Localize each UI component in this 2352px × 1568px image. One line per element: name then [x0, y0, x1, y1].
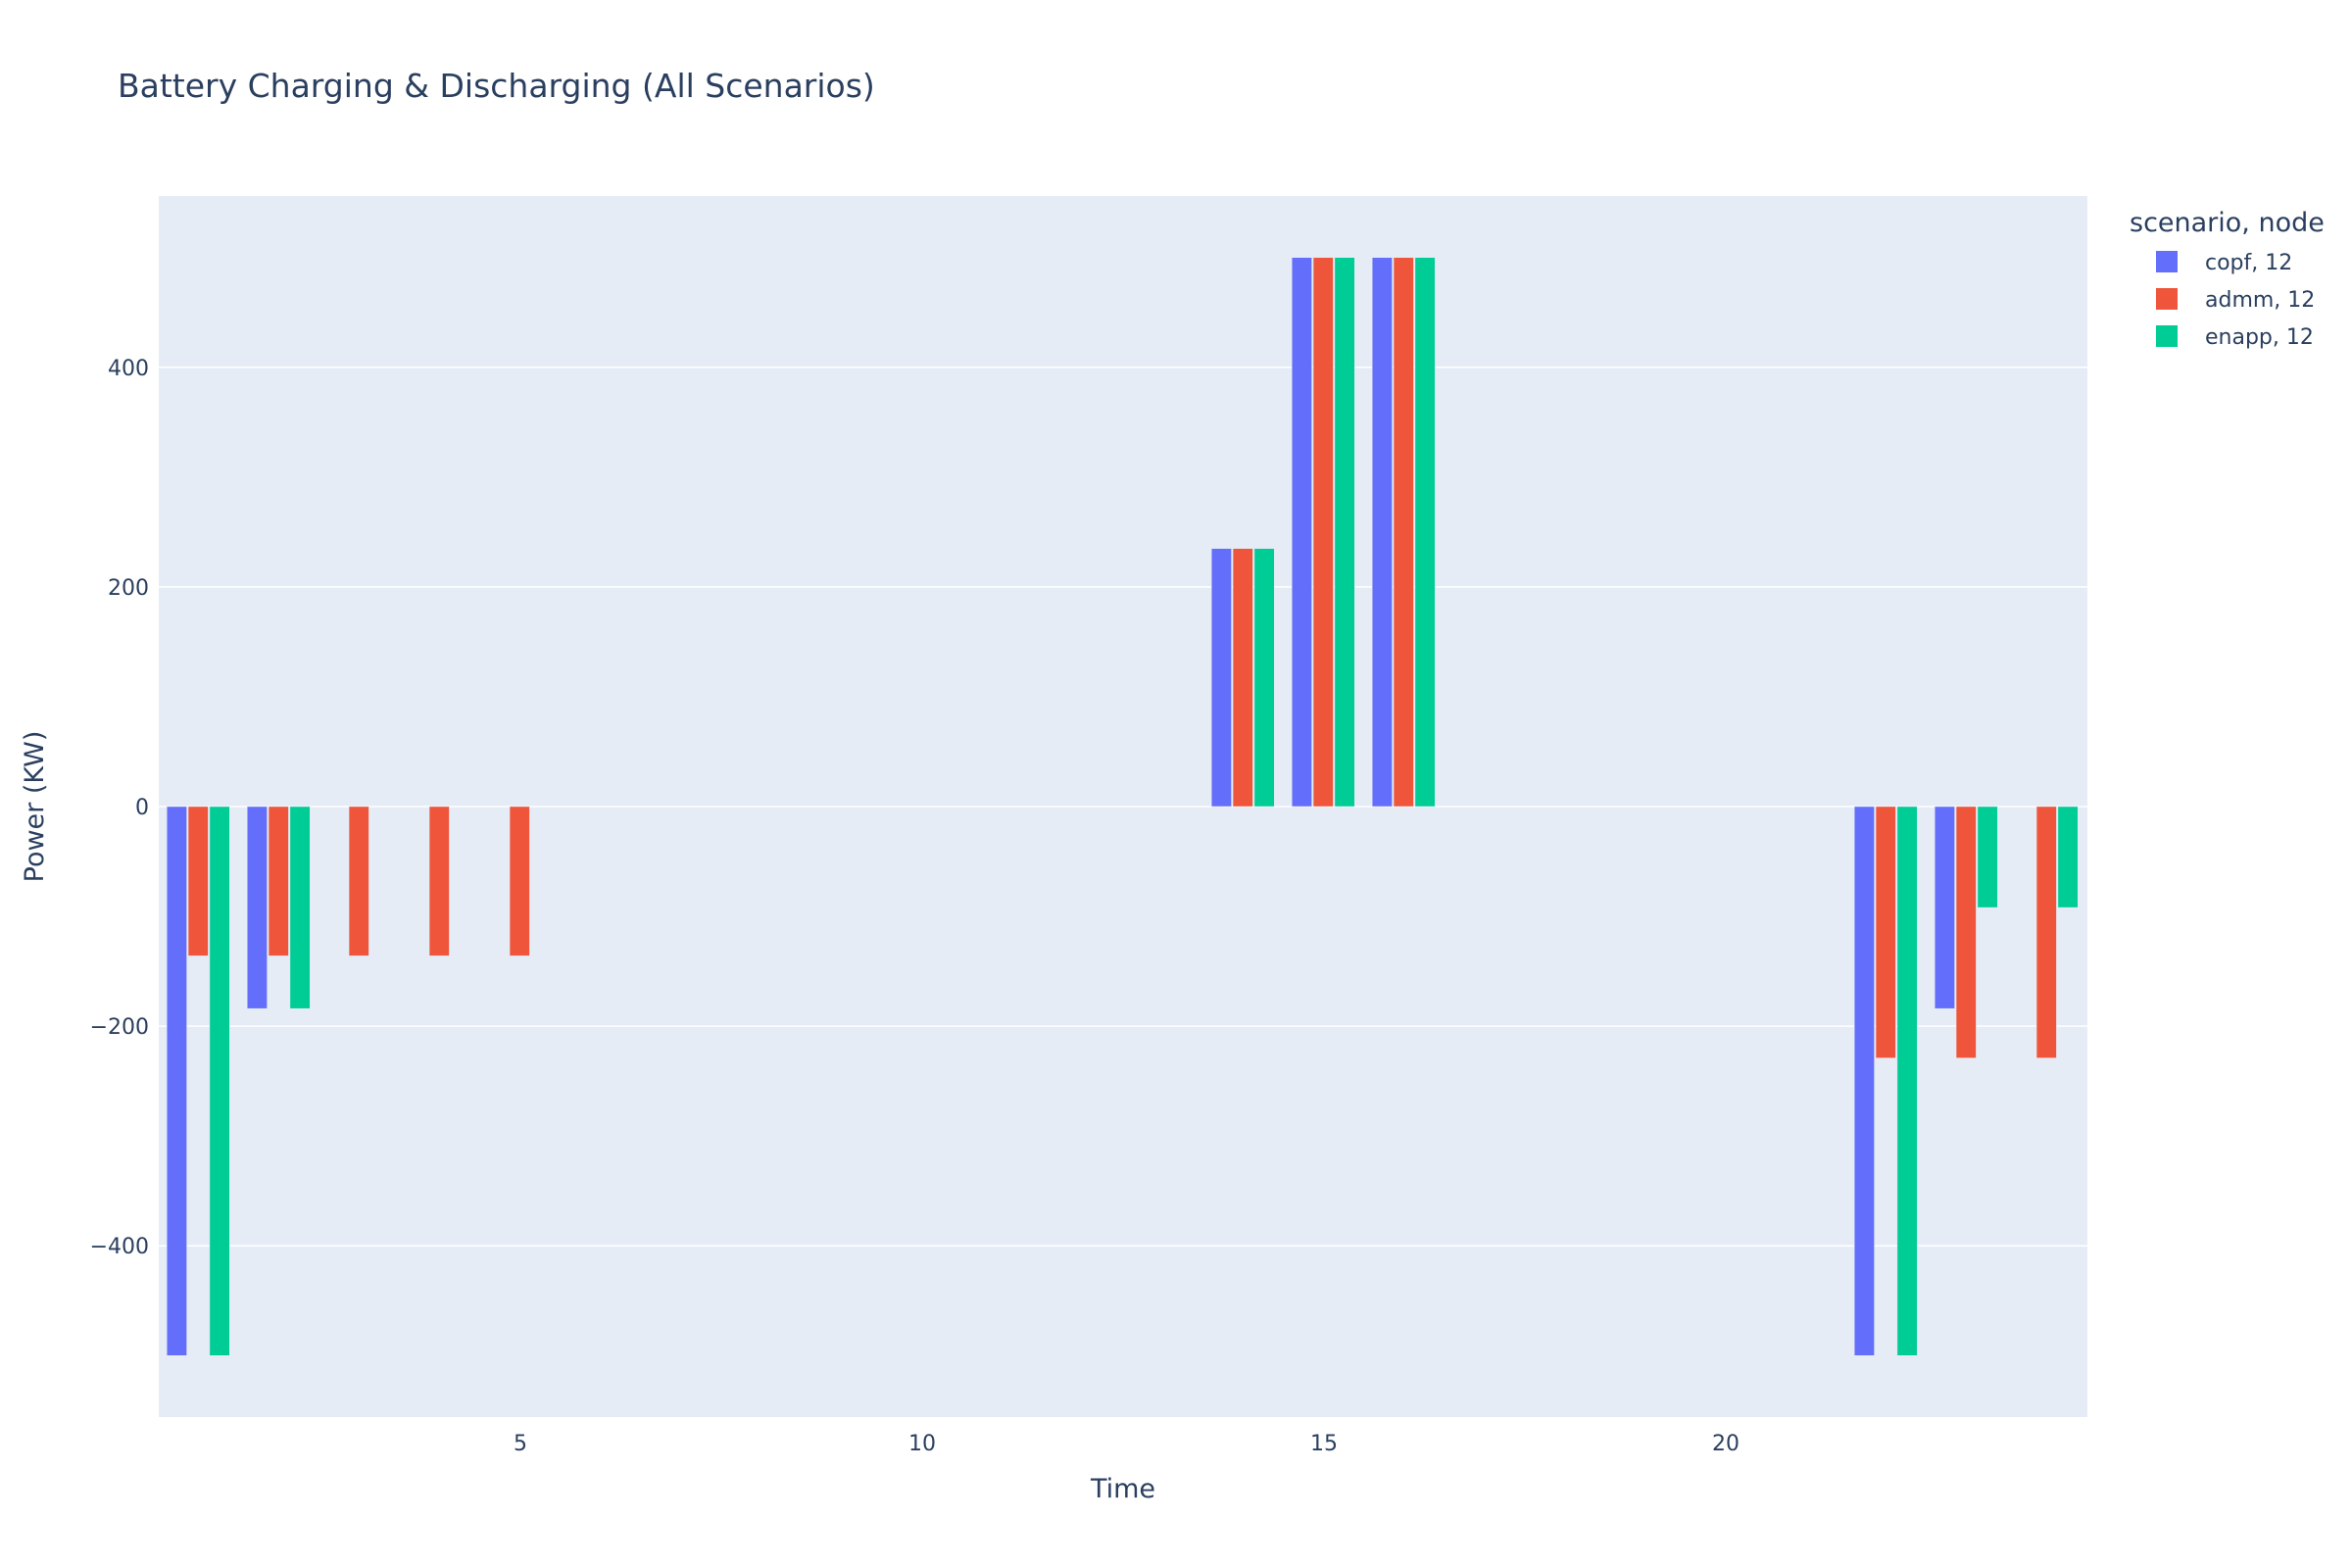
- bar: [2057, 806, 2079, 908]
- bar: [1875, 806, 1896, 1058]
- bar: [1253, 548, 1275, 808]
- bar: [509, 806, 530, 956]
- bar: [187, 806, 209, 956]
- bar: [1977, 806, 1998, 908]
- bar: [1853, 806, 1875, 1356]
- bar: [1232, 548, 1253, 808]
- gridlines: [159, 367, 2087, 1247]
- legend-items: copf, 12 admm, 12 enapp, 12: [2156, 251, 2315, 350]
- bar: [209, 806, 230, 1356]
- chart-title: Battery Charging & Discharging (All Scen…: [118, 67, 875, 105]
- bar: [428, 806, 450, 956]
- axis-ticks: −400 −200 0 200 400 5 10 15 20: [90, 357, 1740, 1456]
- bar: [1955, 806, 1977, 1058]
- legend-swatch: [2156, 288, 2178, 310]
- bar: [166, 806, 187, 1356]
- y-axis-title: Power (KW): [20, 731, 50, 883]
- bar: [348, 806, 369, 956]
- y-tick-label: 200: [108, 576, 149, 601]
- legend: scenario, node copf, 12 admm, 12 enapp, 12: [2130, 208, 2325, 350]
- y-tick-label: 0: [135, 796, 149, 820]
- y-tick-label: −400: [90, 1235, 149, 1259]
- x-tick-label: 15: [1310, 1432, 1338, 1456]
- legend-item: admm, 12: [2156, 288, 2315, 313]
- legend-title: scenario, node: [2130, 208, 2325, 238]
- bar: [1896, 806, 1918, 1356]
- legend-swatch: [2156, 325, 2178, 347]
- x-tick-label: 5: [514, 1432, 527, 1456]
- legend-label: admm, 12: [2205, 288, 2315, 313]
- bar: [1934, 806, 1955, 1009]
- bar: [1334, 257, 1355, 808]
- bar: [289, 806, 311, 1009]
- bar: [1393, 257, 1414, 808]
- bar: [246, 806, 268, 1009]
- legend-label: enapp, 12: [2205, 325, 2314, 350]
- legend-swatch: [2156, 251, 2178, 272]
- bar: [1371, 257, 1393, 808]
- bar: [1312, 257, 1334, 808]
- bar: [2035, 806, 2057, 1058]
- bars: [166, 257, 2079, 1356]
- x-tick-label: 20: [1712, 1432, 1740, 1456]
- bar: [1210, 548, 1232, 808]
- legend-item: enapp, 12: [2156, 325, 2314, 350]
- y-tick-label: −200: [90, 1015, 149, 1040]
- y-tick-label: 400: [108, 357, 149, 381]
- legend-label: copf, 12: [2205, 251, 2292, 275]
- x-tick-label: 10: [908, 1432, 936, 1456]
- legend-item: copf, 12: [2156, 251, 2292, 275]
- bar: [1414, 257, 1436, 808]
- bar: [268, 806, 289, 956]
- bar: [1291, 257, 1312, 808]
- x-axis-title: Time: [1090, 1474, 1155, 1504]
